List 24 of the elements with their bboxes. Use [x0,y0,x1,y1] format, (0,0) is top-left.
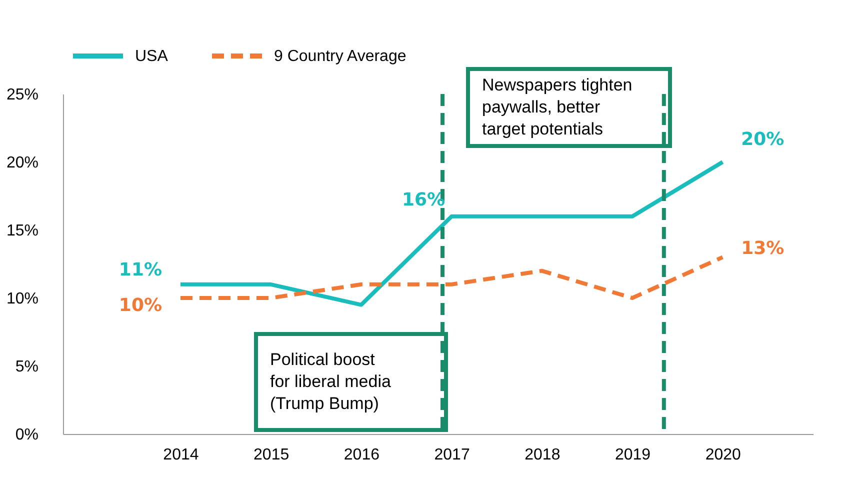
y-tick-label: 5% [15,358,38,376]
data-label: 10% [118,295,162,316]
x-tick-label: 2016 [344,446,380,464]
y-tick-label: 15% [6,222,38,240]
x-tick-label: 2015 [254,446,290,464]
legend-label: USA [135,48,168,65]
annotation: Newspapers tighten paywalls, better target potentials [482,76,632,138]
x-tick-label: 2018 [524,446,560,464]
data-label: 11% [118,259,162,280]
data-label: 16% [402,189,446,210]
y-tick-label: 20% [6,154,38,172]
y-tick-label: 25% [6,86,38,104]
line-series [178,255,725,300]
annotation: Political boost for liberal media (Trump Bump) [270,350,392,413]
x-tick-label: 2020 [705,446,742,464]
data-label: 13% [741,238,784,260]
x-tick-label: 2014 [163,446,199,464]
data-label: 20% [741,129,784,150]
y-tick-label: 0% [15,426,38,444]
legend-label: 9 Country Average [274,48,406,65]
line-series [178,160,725,307]
x-tick-label: 2017 [434,446,470,464]
y-tick-label: 10% [6,290,38,308]
x-tick-label: 2019 [614,446,651,464]
